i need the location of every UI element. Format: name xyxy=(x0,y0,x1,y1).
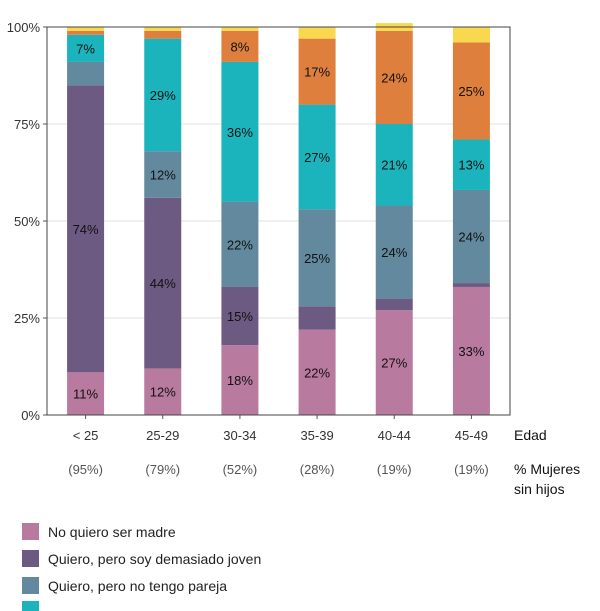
legend-label: No quiero ser madre xyxy=(48,523,176,540)
data-label: 12% xyxy=(150,385,176,400)
bar-segment xyxy=(67,27,105,31)
data-label: 74% xyxy=(73,222,99,237)
y-tick-label: 100% xyxy=(7,20,41,35)
bar-segment xyxy=(144,197,182,369)
bar-segment xyxy=(298,329,336,415)
data-label: 25% xyxy=(304,251,330,266)
bar-segment xyxy=(144,30,182,39)
legend-swatch xyxy=(22,523,39,540)
bar-segment xyxy=(221,61,259,202)
y-tick-label: 0% xyxy=(21,408,40,423)
data-label: 11% xyxy=(73,387,98,402)
data-label: 22% xyxy=(304,365,330,380)
legend-item-no-tengo-pareja: Quiero, pero no tengo pareja xyxy=(22,572,261,599)
bar-segment xyxy=(452,283,490,287)
x-axis-title: Edad xyxy=(514,427,547,443)
y-tick-label: 75% xyxy=(14,117,40,132)
bar-segment xyxy=(221,30,259,62)
category-note: (79%) xyxy=(145,462,180,477)
data-label: 24% xyxy=(381,70,407,85)
bar-segment xyxy=(375,298,413,311)
bar-segment xyxy=(144,27,182,31)
legend-item-no-quiero: No quiero ser madre xyxy=(22,518,261,545)
legend: No quiero ser madre Quiero, pero soy dem… xyxy=(22,518,261,611)
bar-segment xyxy=(221,345,259,415)
x-tick-label: 30-34 xyxy=(223,428,256,443)
bar-segment xyxy=(298,209,336,307)
legend-swatch-partial xyxy=(22,601,39,611)
bar-segment xyxy=(67,372,105,415)
bar-segment xyxy=(67,85,105,373)
data-label: 44% xyxy=(150,276,176,291)
x-tick-label: 35-39 xyxy=(300,428,333,443)
data-label: 25% xyxy=(458,84,484,99)
y-tick-label: 25% xyxy=(14,311,40,326)
x-tick-label: 45-49 xyxy=(455,428,488,443)
bar-segment xyxy=(452,42,490,140)
data-label: 33% xyxy=(458,344,484,359)
stacked-bar-chart: 11% 74% 7% 12% 44% 12% 29% 18% 15% 22% 36% 8% 22% 25%… xyxy=(7,20,580,497)
bar-segment xyxy=(375,310,413,415)
bar-segment xyxy=(67,30,105,35)
gridlines xyxy=(47,26,510,416)
bar-segment xyxy=(298,104,336,210)
category-note: (95%) xyxy=(68,462,103,477)
bar-segment xyxy=(298,27,336,39)
category-note: (19%) xyxy=(454,462,489,477)
bar-segment xyxy=(144,38,182,152)
axes: 0% 25% 50% 75% 100% < 25 (95%) 25-29 (79%) 30-34 (… xyxy=(7,20,511,477)
data-labels: 11% 74% 7% 12% 44% 12% 29% 18% 15% 22% 36% 8% 22% 25%… xyxy=(73,39,485,401)
legend-item-partial xyxy=(22,599,261,611)
data-label: 12% xyxy=(150,167,176,182)
data-label: 29% xyxy=(150,88,176,103)
bar-segment xyxy=(298,306,336,330)
data-label: 22% xyxy=(227,237,253,252)
data-label: 13% xyxy=(458,158,484,173)
bar-segment xyxy=(144,151,182,198)
bar-segment xyxy=(452,27,490,43)
bar-stacks xyxy=(67,23,490,415)
note-title-line-1: % Mujeres xyxy=(514,461,580,477)
bar-segment xyxy=(375,30,413,125)
bar-segment xyxy=(452,139,490,190)
bar-segment xyxy=(221,201,259,287)
data-label: 17% xyxy=(304,65,330,80)
x-tick-label: 40-44 xyxy=(378,428,411,443)
bar-segment xyxy=(67,61,105,86)
category-note: (28%) xyxy=(300,462,335,477)
legend-label: Quiero, pero soy demasiado joven xyxy=(48,550,262,567)
bar-segment xyxy=(144,368,182,415)
note-title-line-2: sin hijos xyxy=(514,481,565,497)
plot-border xyxy=(46,26,511,416)
data-label: 21% xyxy=(381,158,407,173)
x-tick-label: < 25 xyxy=(73,428,99,443)
x-tick-label: 25-29 xyxy=(146,428,179,443)
data-label: 18% xyxy=(227,373,253,388)
bar-segment xyxy=(452,189,490,284)
bar-segment xyxy=(298,38,336,105)
data-label: 8% xyxy=(231,39,250,54)
data-label: 24% xyxy=(458,230,484,245)
legend-label: Quiero, pero no tengo pareja xyxy=(48,577,228,594)
bar-segment xyxy=(221,286,259,346)
data-label: 27% xyxy=(381,356,407,371)
bar-segment xyxy=(221,27,259,31)
legend-item-demasiado-joven: Quiero, pero soy demasiado joven xyxy=(22,545,261,572)
bar-segment xyxy=(452,286,490,415)
category-note: (52%) xyxy=(223,462,258,477)
data-label: 36% xyxy=(227,125,253,140)
legend-swatch xyxy=(22,550,39,567)
data-label: 24% xyxy=(381,245,407,260)
category-note: (19%) xyxy=(377,462,412,477)
y-tick-label: 50% xyxy=(14,214,40,229)
data-label: 7% xyxy=(76,41,95,56)
data-label: 15% xyxy=(227,309,253,324)
bar-segment xyxy=(375,124,413,206)
data-label: 27% xyxy=(304,150,330,165)
bar-segment xyxy=(67,34,105,62)
legend-swatch xyxy=(22,577,39,594)
bar-segment xyxy=(375,205,413,299)
